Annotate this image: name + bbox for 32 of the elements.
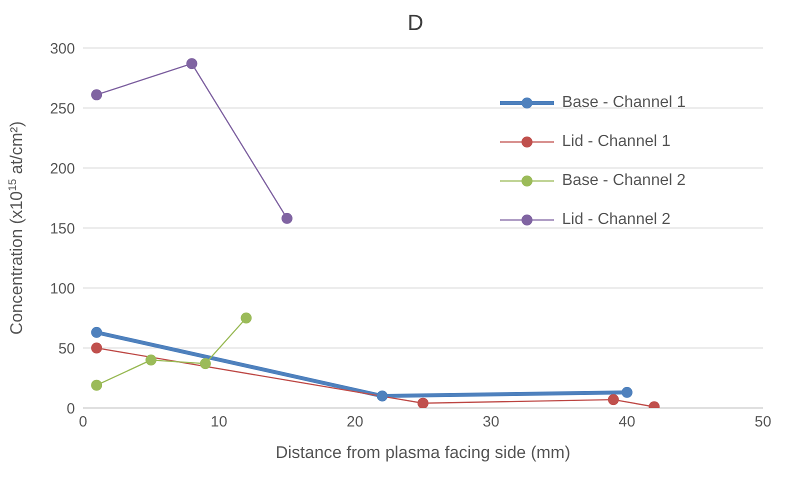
point: [240, 312, 252, 324]
point: [186, 58, 198, 70]
x-tick-label: 20: [346, 414, 364, 431]
point: [200, 358, 211, 370]
point: [91, 342, 102, 354]
point: [608, 394, 619, 406]
chart-title: D: [408, 10, 424, 35]
point: [418, 398, 428, 408]
x-tick-label: 50: [754, 414, 772, 431]
y-tick-label: 0: [66, 400, 75, 418]
point: [91, 380, 102, 391]
y-tick-label: 300: [50, 40, 75, 58]
y-tick-label: 100: [50, 280, 75, 298]
y-tick-label: 200: [50, 160, 75, 178]
x-tick-label: 40: [618, 414, 636, 431]
point: [622, 386, 632, 398]
x-tick-label: 30: [482, 414, 500, 431]
y-tick-label: 50: [58, 340, 75, 358]
y-tick-label: 150: [50, 220, 75, 238]
legend-label: Lid - Channel 2: [562, 210, 671, 228]
x-tick-label: 0: [78, 414, 88, 431]
x-axis-title: Distance from plasma facing side (mm): [276, 443, 570, 462]
x-tick-label: 10: [210, 414, 228, 431]
point: [91, 89, 102, 100]
legend-label: Base - Channel 2: [562, 172, 686, 190]
point: [282, 212, 292, 224]
point: [91, 326, 102, 338]
point: [146, 354, 156, 366]
legend-label: Lid - Channel 1: [562, 132, 671, 150]
legend-label: Base - Channel 1: [562, 94, 686, 112]
point: [376, 390, 388, 402]
y-tick-label: 250: [50, 100, 75, 118]
